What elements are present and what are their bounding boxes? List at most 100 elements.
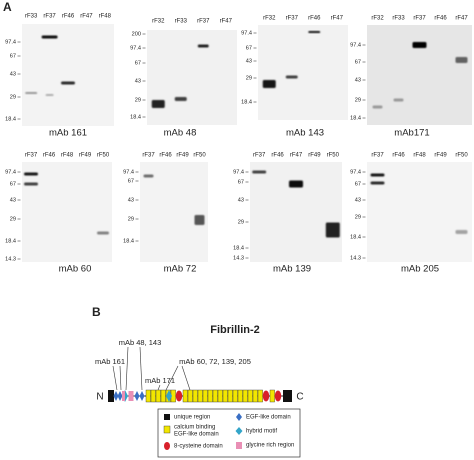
band	[25, 92, 38, 94]
blot: rF32 rF37 rF46 rF47 97.4 67 43 29 18.4 mAb 143	[241, 16, 348, 139]
blot: rF37 rF46 rF48 rF49 rF50 97.4 67 43 29 18.4 14.3 mA…	[350, 153, 472, 275]
callout-line	[139, 346, 143, 391]
antibody-label: mAb 60, 72, 139, 205	[179, 357, 251, 366]
marker-label: 43	[135, 78, 141, 84]
lane-label: rF47	[455, 16, 468, 22]
protein-diagram: mAb 48, 143 mAb 161 mAb 171 mAb 60, 72, 139…	[95, 338, 292, 403]
legend-swatch	[164, 442, 170, 450]
lane-label: rF46	[308, 16, 321, 22]
lane-label: rF50	[327, 153, 340, 159]
marker-label: 18.4	[5, 116, 16, 122]
cbegf-domain	[160, 389, 166, 403]
band	[325, 222, 340, 238]
lane-label: rF32	[263, 16, 276, 22]
lane-label: rF50	[455, 153, 468, 159]
band	[24, 172, 38, 176]
lane-label: rF48	[99, 14, 112, 20]
marker-label: 18.4	[350, 115, 361, 121]
lane-label: rF32	[371, 16, 384, 22]
marker-label: 29	[246, 75, 252, 81]
band	[455, 57, 468, 63]
legend-swatch	[236, 442, 242, 449]
legend: unique region calcium binding EGF-like d…	[157, 408, 301, 458]
marker-label: 200	[132, 31, 141, 37]
egf-domain	[139, 391, 145, 401]
panel-label: A	[3, 0, 12, 14]
marker-label: 43	[238, 197, 244, 203]
legend-box	[157, 408, 301, 458]
marker-label: 67	[355, 181, 361, 187]
band	[97, 231, 109, 235]
marker-label: 97.4	[350, 169, 361, 175]
eight-cysteine-domain	[274, 390, 282, 402]
lane-label: rF48	[61, 153, 74, 159]
lane-label: rF46	[271, 153, 284, 159]
cbegf-domain	[217, 389, 223, 403]
lane-label: rF47	[290, 153, 303, 159]
blot: rF32 rF33 rF37 rF46 rF47 97.4 67 43 29 18.4 mAb171	[350, 16, 472, 139]
band	[143, 174, 154, 178]
blot-caption: mAb 72	[164, 264, 197, 275]
band	[393, 98, 404, 102]
legend-text: glycine rich region	[246, 443, 294, 449]
cbegf-domain	[257, 389, 263, 403]
blot-membrane	[147, 30, 237, 125]
marker-label: 67	[128, 178, 134, 184]
lane-label: rF33	[392, 16, 405, 22]
blot: rF37 rF46 rF49 rF50 97.4 67 43 29 18.4 mAb 72	[123, 153, 208, 275]
blot-caption: mAb 48	[164, 128, 197, 139]
marker-label: 67	[246, 45, 252, 51]
marker-label: 97.4	[5, 169, 16, 175]
unique-region	[108, 390, 114, 402]
cbegf-domain	[207, 389, 213, 403]
marker-label: 43	[128, 197, 134, 203]
callout-line	[165, 365, 179, 391]
legend-swatch	[235, 427, 243, 435]
cbegf-domain	[182, 389, 188, 403]
band	[45, 94, 54, 96]
marker-label: 43	[10, 197, 16, 203]
blot: rF32 rF33 rF37 rF47 200 97.4 67 43 29 18.4 mAb 48	[130, 19, 237, 139]
marker-label: 97.4	[130, 45, 141, 51]
lane-label: rF50	[193, 153, 206, 159]
marker-label: 29	[10, 94, 16, 100]
band	[194, 215, 205, 225]
legend-swatch	[236, 413, 242, 421]
marker-label: 97.4	[123, 169, 134, 175]
legend-text: EGF-like domain	[246, 415, 291, 421]
lane-label: rF46	[62, 14, 75, 20]
marker-label: 29	[128, 216, 134, 222]
marker-label: 18.4	[130, 114, 141, 120]
lane-label: rF37	[197, 19, 210, 25]
lane-label: rF33	[25, 14, 38, 20]
blot-caption: mAb 205	[401, 264, 439, 275]
lane-label: rF33	[175, 19, 188, 25]
lane-label: rF46	[392, 153, 405, 159]
cbegf-domain	[247, 389, 253, 403]
legend-text: 8-cysteine domain	[174, 444, 223, 450]
cbegf-domain	[145, 389, 151, 403]
marker-label: 43	[246, 58, 252, 64]
eight-cysteine-domain	[262, 390, 270, 402]
marker-label: 43	[355, 197, 361, 203]
marker-label: 18.4	[233, 245, 244, 251]
marker-label: 97.4	[5, 39, 16, 45]
lane-label: rF49	[308, 153, 321, 159]
hybrid-motif	[166, 390, 172, 402]
band	[262, 80, 276, 88]
cbegf-domain	[232, 389, 238, 403]
marker-label: 29	[355, 97, 361, 103]
lane-label: rF46	[434, 16, 447, 22]
egf-domain	[117, 391, 123, 401]
marker-label: 67	[135, 60, 141, 66]
marker-label: 18.4	[241, 99, 252, 105]
callout-line	[157, 384, 161, 391]
antibody-label: mAb 171	[145, 376, 175, 385]
lane-label: rF37	[253, 153, 266, 159]
egf-domain	[134, 391, 140, 401]
lane-label: rF37	[371, 153, 384, 159]
marker-label: 67	[10, 181, 16, 187]
marker-label: 29	[238, 219, 244, 225]
cbegf-domain	[222, 389, 228, 403]
marker-label: 43	[10, 71, 16, 77]
